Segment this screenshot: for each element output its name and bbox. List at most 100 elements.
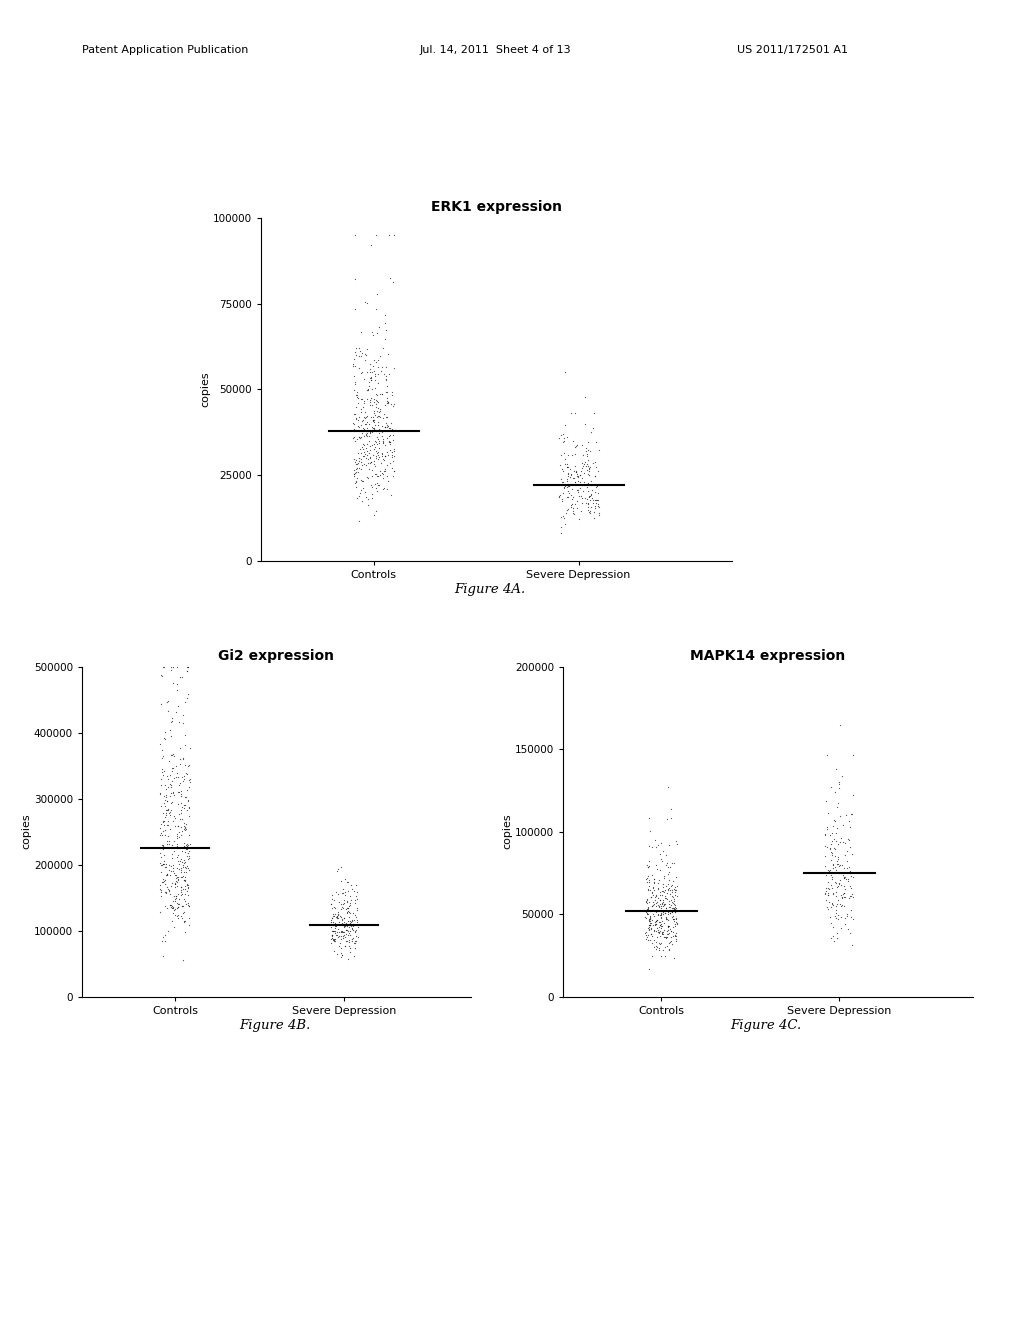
Point (152, 783, 168, 804)
Point (163, 783, 179, 804)
Point (159, 876, 175, 898)
Point (819, 899, 836, 920)
Title: MAPK14 expression: MAPK14 expression (690, 648, 846, 663)
Point (157, 721, 173, 742)
Point (155, 838, 171, 859)
Point (829, 834, 846, 855)
Point (828, 873, 845, 894)
Point (379, 416, 395, 437)
Point (333, 907, 349, 928)
Point (836, 882, 852, 903)
Point (180, 895, 197, 916)
Point (335, 928, 351, 949)
Point (666, 891, 682, 912)
Point (829, 875, 846, 896)
Point (646, 873, 663, 894)
Point (660, 834, 677, 855)
Point (641, 836, 657, 857)
Point (587, 466, 603, 487)
Point (384, 442, 400, 463)
Point (338, 915, 354, 936)
Point (352, 449, 369, 470)
Point (584, 496, 600, 517)
Point (179, 660, 196, 681)
Point (835, 895, 851, 916)
Point (357, 454, 374, 475)
Point (836, 858, 852, 879)
Point (660, 862, 677, 883)
Point (326, 931, 342, 952)
Point (587, 488, 603, 510)
Point (155, 854, 171, 875)
Point (347, 345, 364, 366)
Point (581, 480, 597, 502)
Point (360, 372, 377, 393)
Point (384, 458, 400, 479)
Point (666, 908, 682, 929)
Point (175, 902, 191, 923)
Point (580, 432, 596, 453)
Point (175, 833, 191, 854)
Point (827, 758, 844, 779)
Point (358, 417, 375, 438)
Point (820, 859, 837, 880)
Point (176, 875, 193, 896)
Point (819, 803, 836, 824)
Point (167, 888, 183, 909)
Point (327, 931, 343, 952)
Point (158, 803, 174, 824)
Point (830, 862, 847, 883)
Point (817, 836, 834, 857)
Point (156, 845, 172, 866)
Point (335, 925, 351, 946)
Point (359, 453, 376, 474)
Point (175, 768, 191, 789)
Point (582, 486, 598, 507)
Point (381, 425, 397, 446)
Point (361, 395, 378, 416)
Point (350, 511, 367, 532)
Point (169, 850, 185, 871)
Point (564, 479, 581, 500)
Point (324, 924, 340, 945)
Point (340, 880, 356, 902)
Point (567, 471, 584, 492)
Point (818, 880, 835, 902)
Point (643, 887, 659, 908)
Point (168, 701, 184, 722)
Point (658, 883, 675, 904)
Point (153, 768, 169, 789)
Point (351, 447, 368, 469)
Point (152, 853, 168, 874)
Point (174, 841, 190, 862)
Point (664, 907, 680, 928)
Point (159, 898, 175, 919)
Point (652, 915, 669, 936)
Point (645, 919, 662, 940)
Point (665, 886, 681, 907)
Point (374, 416, 390, 437)
Point (351, 426, 368, 447)
Point (651, 870, 668, 891)
Point (158, 870, 174, 891)
Point (338, 919, 354, 940)
Point (829, 847, 846, 869)
Point (668, 908, 684, 929)
Point (347, 397, 364, 418)
Point (349, 882, 366, 903)
Point (367, 363, 383, 384)
Point (348, 408, 365, 429)
Point (160, 701, 176, 722)
Point (641, 909, 657, 931)
Point (583, 421, 599, 442)
Point (660, 923, 677, 944)
Point (375, 408, 391, 429)
Point (154, 822, 170, 843)
Point (644, 909, 660, 931)
Point (339, 948, 355, 969)
Point (346, 921, 362, 942)
Point (663, 931, 679, 952)
Point (833, 828, 849, 849)
Point (555, 461, 571, 482)
Point (161, 920, 177, 941)
